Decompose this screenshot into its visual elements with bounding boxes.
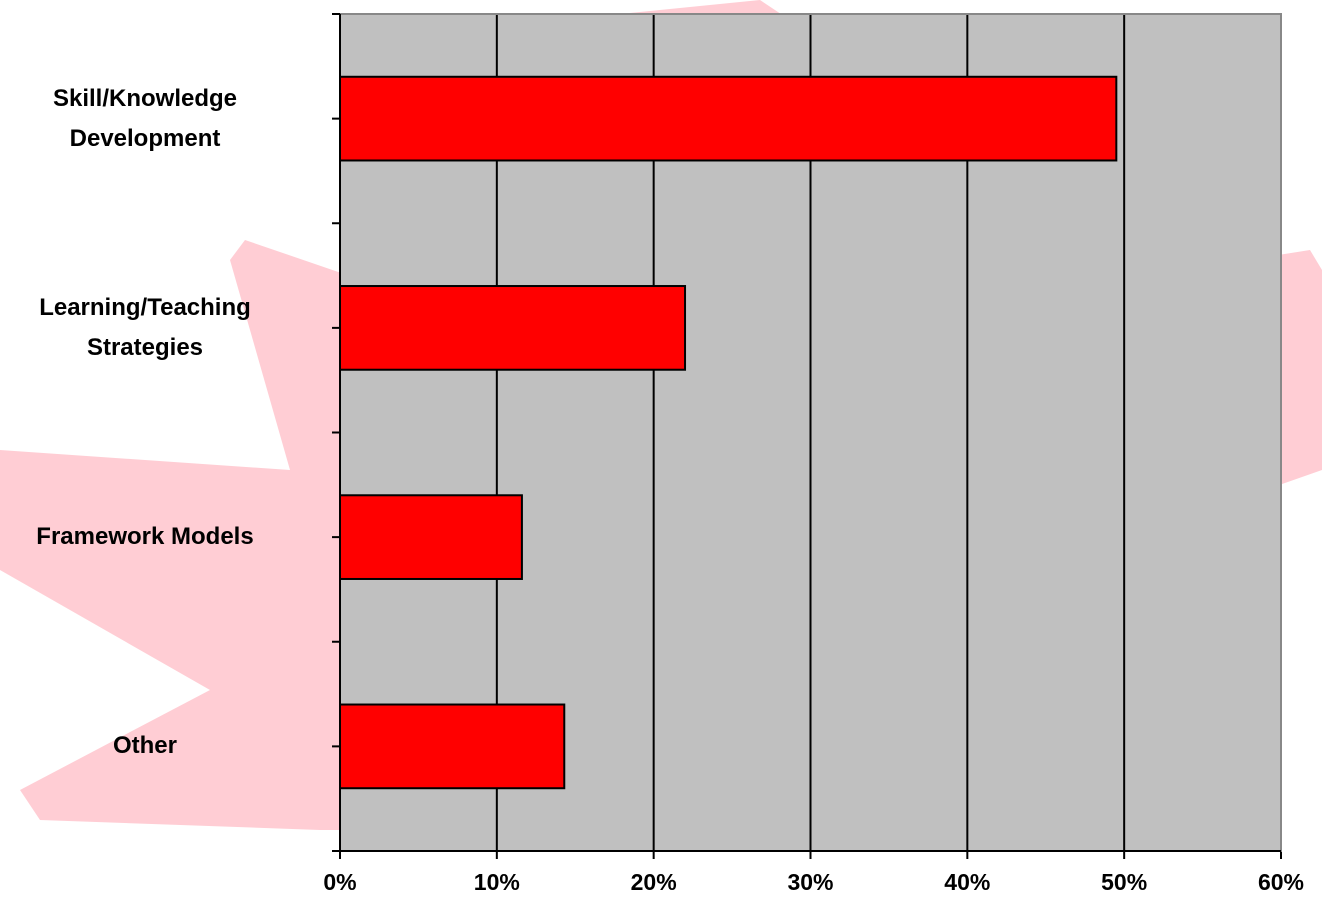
y-tick-label: Learning/Teaching Strategies <box>39 293 251 361</box>
x-tick-label: 40% <box>944 869 990 895</box>
y-tick-label: Other <box>112 732 177 760</box>
bar <box>339 703 566 790</box>
x-tick-label: 50% <box>1101 869 1147 895</box>
x-tick-label: 60% <box>1258 869 1304 895</box>
bar <box>339 285 687 371</box>
y-tick-label: Framework Models <box>36 523 254 551</box>
x-tick-label: 30% <box>787 869 833 895</box>
x-tick-label: 20% <box>631 869 677 895</box>
x-tick-label: 0% <box>323 869 356 895</box>
bar <box>339 75 1118 162</box>
bar <box>339 494 523 580</box>
x-tick-label: 10% <box>474 869 520 895</box>
y-tick-label: Skill/Knowledge Development <box>52 84 238 152</box>
